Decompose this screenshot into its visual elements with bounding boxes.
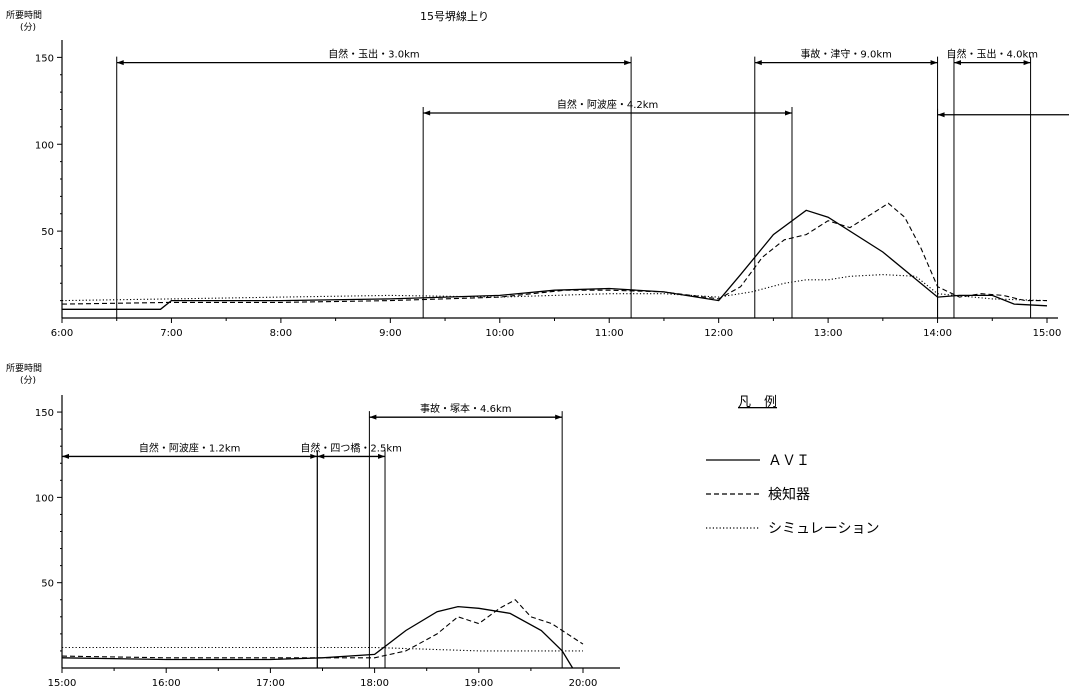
interval-arrow-right <box>784 110 792 116</box>
series-line-dashed <box>61 202 1047 305</box>
legend-entry: シミュレーション <box>706 521 879 537</box>
series-line-solid <box>62 209 1048 310</box>
bottom-panel: 所要時間(分) 50 100 150 15:00 16:00 17:00 18:00 19:00… <box>6 363 620 689</box>
top-panel: 所要時間(分) 50 100 150 6:00 7:00 8:00 9:00 10:00 11:0… <box>6 10 1069 339</box>
x-tick-label: 20:00 <box>569 678 598 689</box>
interval-arrow-right <box>310 453 318 459</box>
interval-label: 事故・津守・9.0km <box>800 48 891 61</box>
y-axis-label: 所要時間 <box>6 10 42 21</box>
y-axis-label: 所要時間 <box>6 363 42 374</box>
y-tick-label: 150 <box>35 408 54 419</box>
x-tick-label: 7:00 <box>160 328 182 339</box>
interval-label: 自然・四つ橋・2.5km <box>300 441 401 454</box>
series-line-dashed <box>61 599 584 659</box>
interval-label: 自然・阿波座・4.2km <box>557 98 658 111</box>
interval-arrow-right <box>1023 60 1031 66</box>
interval-label: 事故・塚本・4.6km <box>420 402 511 415</box>
interval-arrow-right <box>624 60 632 66</box>
interval-arrow-right <box>555 414 563 420</box>
y-axis-unit: (分) <box>20 22 36 33</box>
legend-label: 検知器 <box>768 486 810 503</box>
series-line-solid <box>61 605 574 669</box>
interval-marker <box>937 108 1069 318</box>
interval-arrow-right <box>378 453 386 459</box>
y-tick-label: 50 <box>41 227 54 238</box>
interval-arrow-left <box>953 60 961 66</box>
x-tick-label: 8:00 <box>270 328 292 339</box>
x-tick-label: 16:00 <box>152 678 181 689</box>
legend-label: ＡＶＩ <box>768 453 810 469</box>
x-tick-label: 11:00 <box>595 328 624 339</box>
legend-title: 凡 例 <box>738 395 777 410</box>
y-tick-label: 100 <box>35 493 54 504</box>
interval-arrow-left <box>62 453 69 459</box>
interval-arrow-left <box>369 414 377 420</box>
chart-title: 15号堺線上り <box>420 9 489 23</box>
x-tick-label: 13:00 <box>814 328 843 339</box>
legend-label: シミュレーション <box>768 521 879 537</box>
interval-marker: 事故・津守・9.0km <box>754 48 939 318</box>
x-tick-label: 15:00 <box>48 678 77 689</box>
interval-marker: 自然・阿波座・4.2km <box>422 98 793 318</box>
x-tick-label: 15:00 <box>1033 328 1062 339</box>
x-tick-label: 6:00 <box>51 328 73 339</box>
interval-arrow-left <box>937 112 945 118</box>
x-tick-label: 12:00 <box>704 328 733 339</box>
interval-label: 自然・玉出・3.0km <box>328 48 419 61</box>
interval-marker: 自然・玉出・4.0km <box>947 48 1038 318</box>
interval-arrow-left <box>754 60 762 66</box>
legend-entry: 検知器 <box>706 486 810 503</box>
interval-arrow-right <box>930 60 938 66</box>
x-tick-label: 14:00 <box>923 328 952 339</box>
y-tick-label: 150 <box>35 53 54 64</box>
interval-label: 自然・玉出・4.0km <box>947 48 1038 61</box>
interval-marker: 自然・四つ橋・2.5km <box>300 441 402 668</box>
x-tick-label: 9:00 <box>379 328 401 339</box>
x-tick-label: 18:00 <box>360 678 389 689</box>
legend-entry: ＡＶＩ <box>706 453 810 469</box>
interval-marker: 自然・阿波座・1.2km <box>61 441 318 668</box>
series-line-dotted <box>62 646 583 652</box>
y-axis-unit: (分) <box>20 375 36 386</box>
y-tick-label: 50 <box>41 579 54 590</box>
y-tick-label: 100 <box>35 140 54 151</box>
interval-arrow-left <box>317 453 325 459</box>
interval-marker: 自然・玉出・3.0km <box>116 48 632 318</box>
x-tick-label: 17:00 <box>256 678 285 689</box>
interval-arrow-left <box>423 110 431 116</box>
x-tick-label: 19:00 <box>464 678 493 689</box>
series-line-dotted <box>61 274 1048 302</box>
interval-marker: 事故・塚本・4.6km <box>368 402 563 668</box>
interval-arrow-left <box>116 60 124 66</box>
x-tick-label: 10:00 <box>485 328 514 339</box>
interval-label: 自然・阿波座・1.2km <box>139 441 240 454</box>
